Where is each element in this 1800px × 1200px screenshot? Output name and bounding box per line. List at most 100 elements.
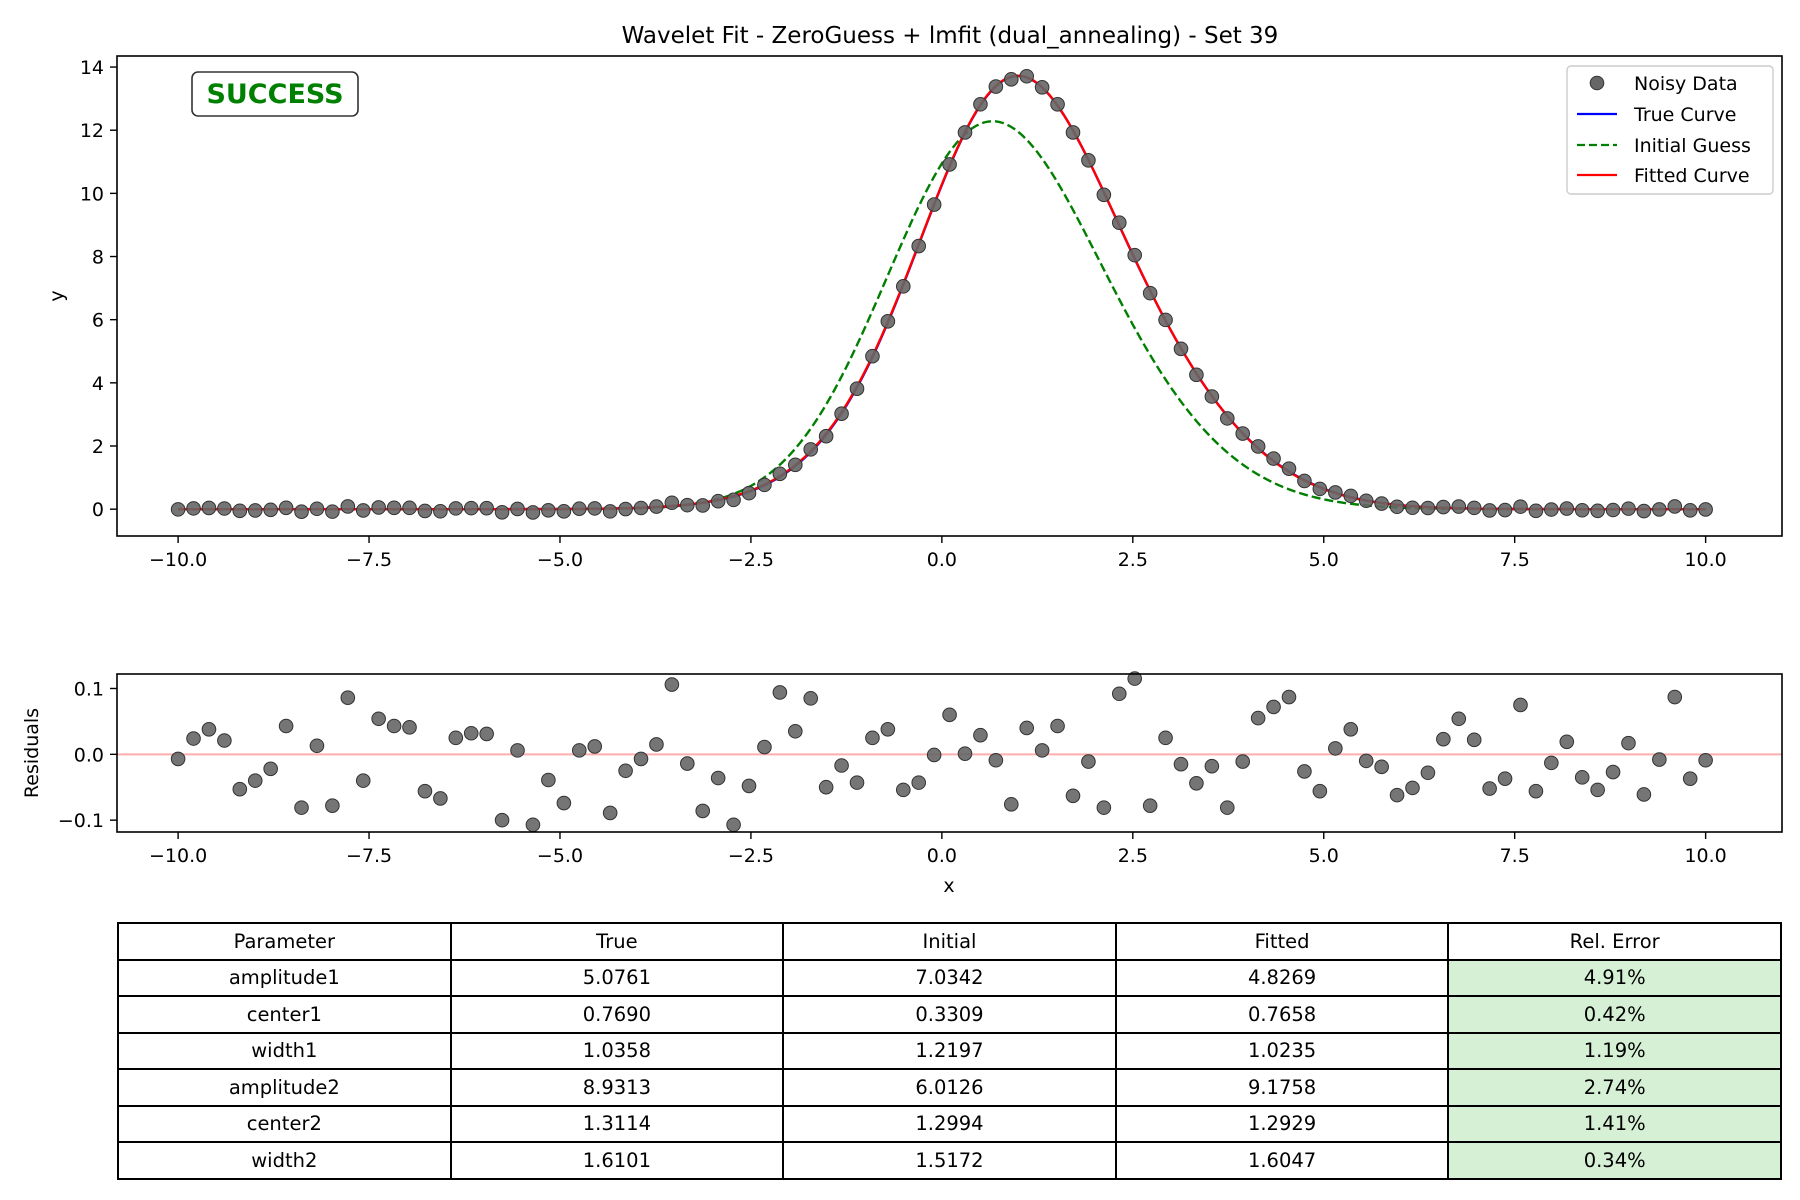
residual-point <box>1111 686 1127 702</box>
legend-noisy-marker <box>1589 75 1605 91</box>
chart-title: Wavelet Fit - ZeroGuess + lmfit (dual_an… <box>622 23 1279 49</box>
noisy-data-point <box>1266 451 1281 466</box>
residual-point <box>1682 771 1698 786</box>
residuals-x-tick-label: 10.0 <box>1684 845 1726 867</box>
success-label: SUCCESS <box>206 79 343 110</box>
table-cell: 0.42% <box>1447 995 1782 1034</box>
noisy-data-point <box>1574 502 1590 518</box>
residual-point <box>201 722 217 737</box>
residual-point <box>1698 752 1713 768</box>
residual-point <box>1574 770 1590 785</box>
residual-point <box>988 752 1004 768</box>
noisy-data-point <box>664 495 680 511</box>
residuals-x-tick-label: −7.5 <box>346 845 392 867</box>
residual-point <box>1436 731 1451 747</box>
residual-point <box>1590 782 1605 798</box>
residual-point <box>633 751 649 767</box>
noisy-data-point <box>772 466 788 482</box>
residual-point <box>1667 689 1683 705</box>
noisy-data-point <box>803 442 819 457</box>
residual-point <box>818 779 834 795</box>
noisy-data-point <box>1111 215 1127 231</box>
noisy-data-point <box>278 500 294 516</box>
residual-point <box>325 798 340 813</box>
noisy-data-point <box>1328 485 1343 500</box>
residual-point <box>1034 743 1050 758</box>
noisy-data-point <box>340 499 356 514</box>
table-cell: width2 <box>117 1141 452 1180</box>
noisy-data-point <box>201 500 217 516</box>
main-x-tick-label: −7.5 <box>346 549 392 571</box>
noisy-data-point <box>1050 97 1065 112</box>
table-header-cell: True <box>449 922 785 961</box>
residual-point <box>1544 755 1559 771</box>
residual-point <box>1466 732 1482 748</box>
noisy-data-point <box>1081 153 1096 168</box>
residual-point <box>911 775 927 790</box>
residual-point <box>556 795 572 811</box>
noisy-data-point <box>1420 500 1436 516</box>
noisy-data-point <box>1358 493 1374 509</box>
residuals-x-tick-label: 7.5 <box>1500 845 1530 867</box>
table-cell: 1.19% <box>1447 1031 1782 1070</box>
noisy-data-point <box>1466 500 1482 516</box>
table-row: center2 1.3114 1.2994 1.2929 1.41% <box>117 1104 1782 1143</box>
noisy-data-point <box>957 125 973 140</box>
residual-point <box>1528 783 1544 799</box>
noisy-data-point <box>556 504 572 519</box>
residual-point <box>741 778 757 794</box>
main-y-axis-label: y <box>46 290 68 301</box>
residual-point <box>849 775 865 790</box>
noisy-data-point <box>680 497 695 513</box>
residuals-plot-frame <box>116 673 1783 833</box>
main-x-axis-label: x <box>943 577 954 580</box>
residual-point <box>572 743 587 758</box>
noisy-data-point <box>710 493 726 509</box>
residual-point <box>386 718 402 734</box>
noisy-data-point <box>1559 501 1575 516</box>
noisy-data-point <box>988 79 1004 94</box>
noisy-data-point <box>602 504 618 519</box>
noisy-data-point <box>294 504 309 520</box>
residual-point <box>788 723 803 739</box>
noisy-data-point <box>633 500 649 516</box>
residual-point <box>278 718 294 734</box>
residual-point <box>541 772 556 788</box>
noisy-data-point <box>1513 499 1528 514</box>
table-cell: 1.6101 <box>449 1141 785 1180</box>
table-cell: 1.2929 <box>1114 1104 1450 1143</box>
noisy-data-point <box>433 503 448 519</box>
residuals-x-tick-label: 0.0 <box>927 845 957 867</box>
residuals-x-tick-label: −2.5 <box>728 845 774 867</box>
table-cell: 1.0235 <box>1114 1031 1450 1070</box>
noisy-data-point <box>1497 502 1513 518</box>
residuals-y-tick-label: 0.0 <box>74 744 104 766</box>
residual-point <box>1250 710 1266 726</box>
residual-point <box>587 739 603 754</box>
noisy-data-point <box>1173 341 1189 357</box>
legend-fitted-label: Fitted Curve <box>1634 165 1750 187</box>
noisy-data-point <box>386 500 402 516</box>
noisy-data-point <box>1590 503 1605 519</box>
residual-point <box>170 751 186 767</box>
noisy-data-point <box>355 503 371 518</box>
noisy-data-point <box>1667 499 1683 514</box>
residuals-y-axis-label: Residuals <box>21 708 43 798</box>
table-cell: 1.41% <box>1447 1104 1782 1143</box>
residual-point <box>1127 671 1143 686</box>
residual-point <box>1497 771 1513 786</box>
table-cell: 1.6047 <box>1114 1141 1450 1180</box>
residual-point <box>710 770 726 786</box>
table-cell: 0.7658 <box>1114 995 1450 1034</box>
table-cell: 1.2994 <box>782 1104 1117 1143</box>
noisy-data-point <box>1621 501 1636 516</box>
residual-point <box>1019 720 1035 736</box>
table-cell: amplitude2 <box>117 1068 452 1107</box>
residuals-plot: −10.0 −7.5 −5.0 −2.5 0.0 2.5 5.0 7.5 10.0 −0.1 0.… <box>21 671 1783 897</box>
noisy-data-point <box>741 485 757 501</box>
residual-point <box>680 756 695 771</box>
noisy-data-point <box>170 502 186 517</box>
table-cell: 4.91% <box>1447 958 1782 997</box>
residual-point <box>510 743 525 758</box>
main-y-tick-label: 2 <box>92 436 104 458</box>
